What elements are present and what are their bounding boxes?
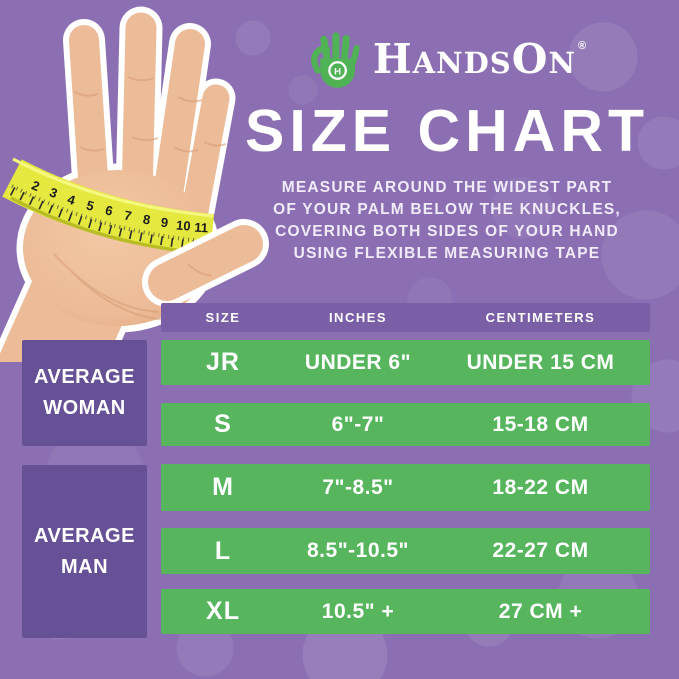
header-centimeters: CENTIMETERS bbox=[485, 310, 596, 325]
cell-centimeters: 15-18 CM bbox=[492, 412, 589, 436]
group-label-average-woman: AVERAGE WOMAN bbox=[22, 340, 147, 446]
registered-mark: ® bbox=[577, 39, 588, 52]
cell-size: XL bbox=[206, 597, 240, 625]
cell-size: M bbox=[212, 473, 234, 501]
table-header-row: SIZE INCHES CENTIMETERS bbox=[161, 303, 650, 332]
instruction-line: OF YOUR PALM BELOW THE KNUCKLES, bbox=[273, 201, 621, 218]
tape-number: 3 bbox=[48, 184, 60, 201]
cell-size: JR bbox=[206, 348, 240, 376]
group-label-line: AVERAGE bbox=[34, 366, 135, 388]
tape-number: 5 bbox=[85, 197, 96, 213]
header-inches: INCHES bbox=[328, 310, 388, 325]
instruction-line: MEASURE AROUND THE WIDEST PART bbox=[281, 179, 613, 196]
svg-text:H: H bbox=[334, 66, 341, 77]
cell-size: L bbox=[214, 536, 232, 565]
size-row-xl: XL 10.5" + 27 CM + bbox=[161, 589, 650, 634]
cell-centimeters: 22-27 CM bbox=[492, 539, 589, 562]
page-title: SIZE CHART bbox=[245, 98, 649, 164]
hand-with-tape-graphic: 2 3 4 5 6 7 8 9 10 11 bbox=[0, 6, 269, 438]
measuring-instructions: MEASURE AROUND THE WIDEST PART OF YOUR P… bbox=[228, 177, 666, 265]
size-row-jr: JR UNDER 6" UNDER 15 CM bbox=[161, 340, 650, 385]
hand-logo-icon: H bbox=[311, 32, 360, 88]
cell-inches: 7"-8.5" bbox=[322, 475, 394, 499]
group-label-line: MAN bbox=[60, 555, 109, 578]
cell-inches: 8.5"-10.5" bbox=[307, 539, 409, 562]
group-label-average-man: AVERAGE MAN bbox=[22, 465, 147, 638]
cell-inches: UNDER 6" bbox=[304, 350, 412, 374]
cell-centimeters: UNDER 15 CM bbox=[466, 350, 615, 374]
tape-number: 10 bbox=[176, 217, 192, 233]
header-content: H HandsOn ® SIZE CHART MEASURE AROUND THE… bbox=[228, 30, 666, 265]
brand-name: HandsOn ® bbox=[372, 34, 588, 83]
instruction-line: USING FLEXIBLE MEASURING TAPE bbox=[293, 245, 601, 262]
handson-logo: H HandsOn ® bbox=[228, 30, 666, 92]
instruction-line: COVERING BOTH SIDES OF YOUR HAND bbox=[275, 223, 619, 240]
hand-photo: 2 3 4 5 6 7 8 9 10 11 bbox=[0, 0, 282, 438]
tape-number: 7 bbox=[123, 208, 133, 224]
cell-size: S bbox=[214, 410, 232, 438]
group-label-line: WOMAN bbox=[43, 397, 126, 419]
cell-inches: 6"-7" bbox=[331, 412, 385, 436]
size-row-s: S 6"-7" 15-18 CM bbox=[161, 403, 650, 446]
tape-number: 8 bbox=[142, 212, 151, 228]
size-row-m: M 7"-8.5" 18-22 CM bbox=[161, 464, 650, 511]
cell-centimeters: 18-22 CM bbox=[492, 475, 589, 499]
tape-number: 11 bbox=[194, 220, 209, 236]
tape-number: 9 bbox=[160, 215, 169, 231]
cell-centimeters: 27 CM + bbox=[498, 599, 583, 623]
cell-inches: 10.5" + bbox=[321, 599, 395, 623]
tape-number: 6 bbox=[104, 202, 114, 218]
group-label-line: AVERAGE bbox=[34, 524, 135, 547]
size-row-l: L 8.5"-10.5" 22-27 CM bbox=[161, 528, 650, 574]
header-size: SIZE bbox=[205, 310, 241, 325]
